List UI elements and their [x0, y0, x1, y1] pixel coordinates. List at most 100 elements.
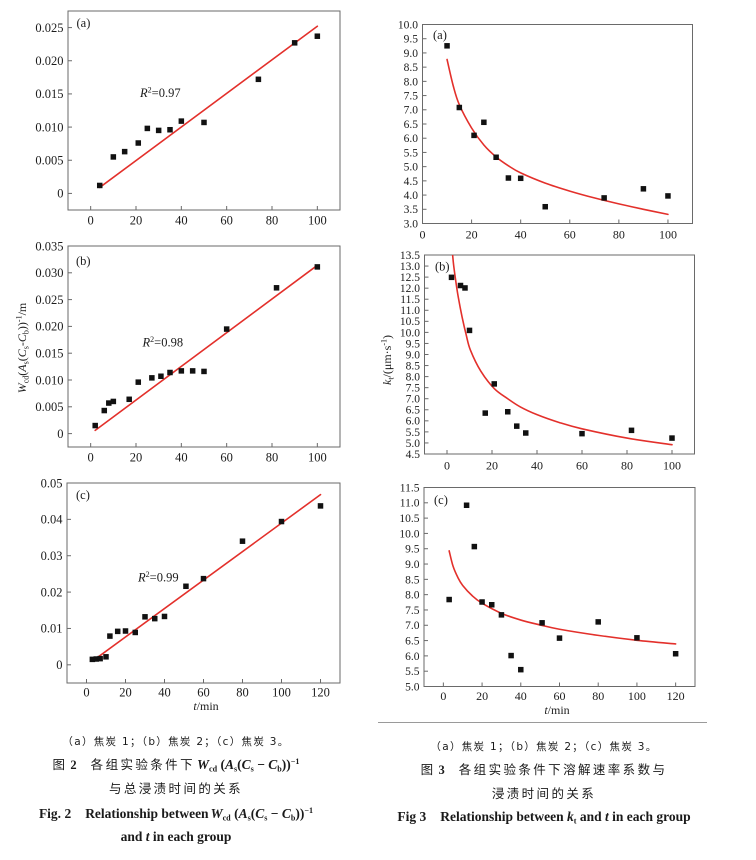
label-part: cd [22, 376, 31, 384]
fig2-caption-en-line2: and t in each group [0, 829, 352, 845]
x-tick-label: 80 [621, 459, 633, 473]
plot-marks [446, 502, 679, 673]
y-tick-label: 0.010 [35, 373, 63, 387]
y-tick-label: 6.0 [406, 416, 421, 428]
data-point [142, 614, 148, 620]
expr-part: ( [220, 757, 225, 772]
x-tick-label: 0 [444, 459, 450, 473]
fig2-en-label: Fig. [38, 806, 62, 821]
fit-line [98, 25, 319, 189]
expr-part: b [277, 764, 282, 774]
data-point [183, 583, 189, 590]
caption-part: in each group [612, 809, 691, 824]
y-tick-label: 10.0 [398, 19, 418, 31]
y-tick-label: 5.5 [406, 427, 421, 439]
caption-part: and [120, 829, 143, 844]
fig3-caption-zh-line2: 浸渍时间的关系 [491, 786, 597, 801]
plot-frame [422, 24, 693, 224]
label-part: /m [15, 302, 29, 315]
y-tick-label: 6.5 [405, 635, 420, 647]
label-part: C [15, 333, 29, 342]
x-tick-label: 40 [175, 214, 188, 228]
fig3-panels-note: （a）焦炭 1；（b）焦炭 2；（c）焦炭 3。 [430, 741, 658, 753]
y-tick-label: 7.0 [406, 394, 421, 406]
data-point [103, 654, 109, 660]
fig3c-chart: (c) t/min 0 20 40 60 80 100 120 5.0 5.5 6.0 6.5 7.0… [399, 482, 696, 717]
y-tick-label: 3.0 [404, 218, 419, 230]
data-point [508, 652, 514, 659]
data-point [628, 427, 635, 434]
data-point [595, 619, 601, 625]
data-point [152, 615, 158, 622]
y-tick-label: 7.0 [405, 620, 420, 632]
x-tick-label: 40 [515, 228, 527, 242]
data-point [579, 430, 585, 437]
x-tick-label: 120 [667, 689, 685, 703]
data-point [167, 369, 173, 376]
x-tick-label: 20 [476, 689, 488, 703]
axes: 0 20 40 60 80 1004.55.05.56.06.57.07.58.08.59… [400, 250, 695, 473]
axes: 0 20 40 60 80 100 3.0 3.5 4.0 4.5 5.0 5.5 6.0 6.5 7.0 7… [398, 19, 693, 242]
y-tick-label: 0.025 [35, 293, 63, 307]
x-tick-label: 20 [466, 228, 478, 242]
data-point [107, 633, 113, 639]
data-point [444, 43, 450, 49]
x-tick-label: 60 [220, 214, 233, 228]
r-symbol: R [137, 571, 146, 585]
r-squared-label: R2=0.97 [139, 86, 181, 101]
panel-label: (c) [76, 488, 90, 502]
fig2-en-expression: Wcd (As(Cs − Cb))−1 [210, 806, 313, 822]
data-point [523, 430, 529, 436]
y-tick-label: 3.5 [404, 204, 419, 216]
data-point [201, 119, 207, 126]
expr-part: − [257, 757, 265, 772]
fit-line [94, 264, 319, 432]
label-part: -1 [15, 315, 24, 322]
data-point [669, 435, 675, 441]
data-point [189, 368, 196, 374]
y-tick-label: 0 [57, 427, 63, 441]
label-part: /(μm·s [380, 345, 394, 377]
fit-curve [451, 255, 673, 446]
data-point [89, 656, 96, 663]
x-tick-label: 80 [236, 686, 249, 700]
x-tick-label: 20 [130, 214, 143, 228]
data-point [314, 33, 321, 39]
fit-curve [448, 550, 677, 645]
caption-part: t [145, 829, 150, 844]
expr-part: cd [209, 764, 218, 774]
fig2-en-title: Relationship between [85, 806, 209, 821]
y-tick-label: 8.0 [406, 372, 421, 384]
data-point [471, 132, 477, 139]
expr-part: ( [237, 757, 242, 772]
plot-marks [96, 25, 321, 189]
data-point [178, 118, 185, 124]
axes: 0 20 40 60 80 100 120 5.0 5.5 6.0 6.5 7.0 7.5 8.0 8.5 9… [399, 482, 696, 703]
fig2b-chart: (b) R2=0.98 Wcd(As(Cs-Cb))-1/m 0 20 40 60 80… [15, 239, 341, 465]
caption-part: k [567, 809, 574, 824]
y-tick-label: 10.5 [400, 316, 420, 328]
expr-part: W [210, 806, 223, 821]
data-point [93, 656, 99, 662]
fig3-zh-title: 各组实验条件下溶解速率系数与 [458, 762, 668, 777]
y-tick-label: 6.5 [406, 405, 421, 417]
data-point [481, 119, 487, 126]
expr-part: )) [281, 757, 291, 772]
data-point [135, 140, 142, 146]
panel-label: (b) [76, 254, 91, 268]
y-tick-label: 9.5 [405, 544, 420, 556]
y-tick-label: 0.010 [35, 120, 63, 134]
data-point [634, 635, 640, 641]
y-tick-label: 11.5 [400, 482, 420, 494]
x-tick-label: 40 [175, 451, 188, 465]
fig2-expression: Wcd (As(Cs − Cb))−1 [197, 757, 299, 774]
y-tick-label: 13.5 [400, 250, 420, 262]
data-point [463, 502, 470, 509]
fit-curve [446, 58, 669, 216]
plot-marks [448, 255, 675, 446]
x-tick-label: 0 [440, 689, 446, 703]
fig3-caption-en: Fig 3 Relationship between kt and t in ea… [380, 809, 708, 825]
label-part: /min [548, 703, 570, 717]
y-tick-label: 4.5 [404, 176, 419, 188]
fig3-zh-label: 图 [420, 762, 436, 777]
